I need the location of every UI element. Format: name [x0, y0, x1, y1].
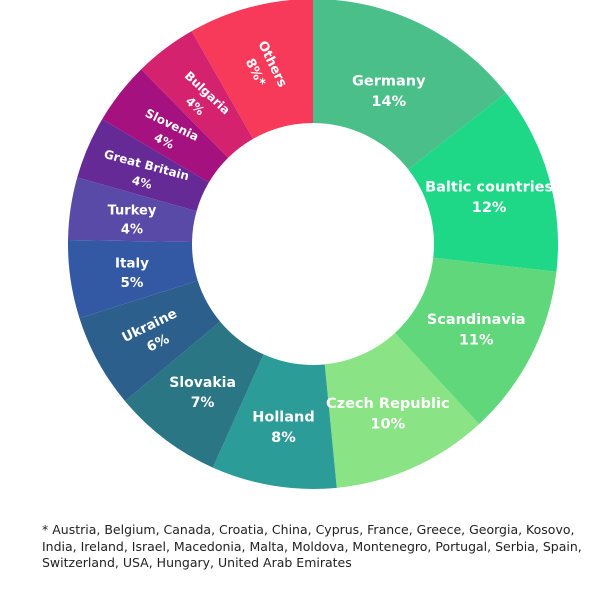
label-holland: Holland 8% — [252, 410, 315, 447]
slice-name-holland: Holland — [252, 410, 315, 426]
slice-value-turkey: 4% — [121, 222, 143, 237]
slices-layer — [67, 0, 559, 489]
label-czech-republic: Czech Republic 10% — [326, 396, 450, 433]
slice-name-italy: Italy — [115, 256, 149, 272]
label-turkey: Turkey 4% — [108, 203, 157, 237]
slice-holland — [212, 354, 337, 489]
slice-turkey — [68, 177, 197, 243]
label-italy: Italy 5% — [115, 256, 149, 292]
label-baltic-countries: Baltic countries 12% — [425, 179, 553, 216]
slice-name-czech-republic: Czech Republic — [326, 396, 450, 412]
slice-value-holland: 8% — [271, 430, 296, 446]
slice-ukraine — [79, 280, 221, 402]
slice-value-great-britain: 4% — [130, 173, 153, 192]
slice-scandinavia — [395, 257, 557, 425]
slice-others — [191, 0, 313, 139]
slice-bulgaria — [141, 31, 254, 158]
slice-slovenia — [102, 69, 229, 183]
slice-value-italy: 5% — [120, 275, 143, 291]
label-slovakia: Slovakia 7% — [169, 375, 236, 411]
slice-value-germany: 14% — [371, 94, 406, 110]
slice-great-britain — [77, 119, 209, 212]
slice-value-czech-republic: 10% — [370, 417, 405, 433]
slice-baltic-countries — [408, 93, 559, 272]
footnote: * Austria, Belgium, Canada, Croatia, Chi… — [42, 522, 582, 570]
slice-name-germany: Germany — [352, 73, 426, 89]
label-germany: Germany 14% — [352, 73, 426, 110]
label-scandinavia: Scandinavia 11% — [427, 312, 526, 349]
slice-name-baltic-countries: Baltic countries — [425, 179, 553, 195]
slice-value-slovakia: 7% — [191, 395, 215, 411]
slice-value-baltic-countries: 12% — [472, 200, 507, 216]
slice-value-scandinavia: 11% — [459, 332, 494, 348]
slice-germany — [313, 0, 506, 170]
slice-czech-republic — [324, 332, 480, 488]
donut-chart: Germany 14% Baltic countries 12% Scandinavia… — [67, 0, 559, 489]
slice-name-slovakia: Slovakia — [169, 375, 236, 391]
slice-slovakia — [125, 321, 264, 468]
slice-italy — [67, 240, 198, 319]
slice-name-scandinavia: Scandinavia — [427, 312, 526, 328]
slice-name-turkey: Turkey — [108, 203, 157, 218]
